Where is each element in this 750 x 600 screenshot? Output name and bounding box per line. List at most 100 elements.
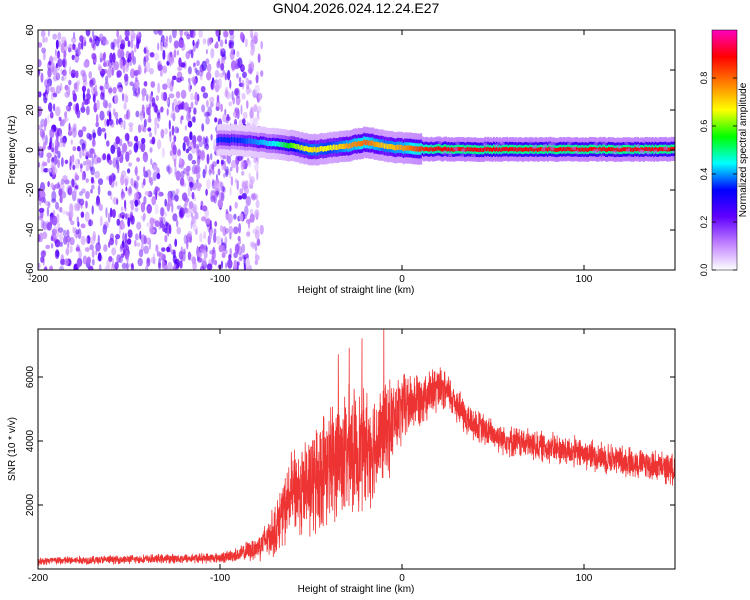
spectrogram-cell [224,236,228,247]
spectrogram-cell [88,71,92,79]
spectrogram-cell [116,198,119,205]
spectrogram-cell [148,132,153,138]
spectrogram-cell [139,110,144,117]
spectrogram-cell [280,141,283,147]
spectrogram-cell [51,61,55,70]
spectrogram-cell [235,87,241,99]
spectrogram-cell [156,172,161,180]
spectrogram-cell [360,141,363,147]
spectrogram-cell [101,127,106,133]
spectrogram-cell [609,147,612,152]
spectrogram-cell [53,229,60,239]
spectrogram-cell [229,166,233,172]
spectrogram-cell [95,113,99,125]
colorbar-ticks: 0.0 0.2 0.4 0.6 0.8 [699,72,737,276]
spectrogram-cell [117,163,120,174]
spectrogram-cell [57,58,63,68]
spectrogram-cell [104,39,109,46]
spectrogram-cell [112,209,115,217]
spectrogram-cell [234,178,238,184]
spectrogram-cell [59,83,63,91]
spectrogram-cell [96,99,100,111]
spectrogram-cell [207,106,213,117]
spectrogram-cell [507,147,510,152]
spectrogram-cell [100,92,104,100]
spectrogram-cell [442,147,444,152]
spectrogram-cell [78,198,85,206]
spectrogram-cell [90,84,94,94]
spectrogram-cell [91,52,97,60]
spectrogram-cell [43,266,48,270]
spectrogram-cell [159,216,163,222]
spectrogram-cell [193,62,196,67]
spectrogram-cell [209,249,215,255]
spectrogram-x-tick-label: -200 [28,274,48,285]
spectrogram-cell [96,157,102,164]
spectrogram-cell [485,147,488,152]
spectrogram-cell [194,164,200,174]
spectrogram-cell [223,137,226,143]
spectrogram-cell [188,77,191,84]
spectrogram-cell [54,239,61,248]
spectrogram-cell [466,147,469,151]
spectrogram-cell [191,164,197,175]
spectrogram-cell [427,147,430,152]
spectrogram-cell [404,145,407,151]
spectrogram-cell [75,70,79,79]
spectrogram-cell [123,93,128,104]
spectrogram-cell [182,141,186,152]
spectrogram-cell [205,188,208,196]
spectrogram-cell [98,264,102,270]
spectrogram-cell [592,147,594,152]
spectrogram-cell [506,146,509,151]
spectrogram-cell [112,86,117,94]
spectrogram-cell [201,205,208,212]
spectrogram-cell [230,47,235,55]
spectrogram-cell [44,122,46,132]
spectrogram-cell [615,147,618,152]
spectrogram-cell [147,127,152,132]
spectrogram-cell [501,147,504,152]
spectrogram-cell [224,249,228,255]
spectrogram-cell [208,169,212,176]
spectrogram-cell [69,184,73,196]
spectrogram-cell [91,258,95,266]
spectrogram-cell [125,186,128,192]
spectrogram-cell [62,70,67,81]
spectrogram-cell [133,44,137,53]
spectrogram-cell [43,168,49,173]
spectrogram-cell [255,139,258,145]
spectrogram-cell [600,147,603,152]
spectrogram-cell [446,147,449,152]
spectrogram-cell [154,125,157,136]
spectrogram-cell [47,168,52,173]
spectrogram-cell [659,147,661,151]
spectrogram-cell [174,165,177,176]
spectrogram-cell [149,147,153,153]
spectrogram-cell [362,140,364,146]
spectrogram-cell [200,205,203,211]
spectrogram-cell [162,223,166,232]
spectrogram-cell [151,196,157,206]
spectrogram-cell [490,147,493,152]
spectrogram-cell [49,141,52,149]
spectrogram-cell [146,107,151,116]
spectrogram-cell [109,207,113,218]
spectrogram-cell [74,56,80,61]
spectrogram-cell [209,96,215,103]
spectrogram-cell [570,147,573,152]
spectrogram-cell [183,167,187,175]
spectrogram-cell [120,206,124,212]
spectrogram-cell [395,145,398,151]
spectrogram-cell [69,210,74,218]
spectrogram-cell [359,141,361,147]
spectrogram-cell [116,218,121,226]
spectrogram-cell [130,215,135,225]
spectrogram-cell [279,141,281,147]
spectrogram-cell [213,180,219,191]
spectrogram-cell [186,239,189,250]
spectrogram-cell [281,142,284,148]
spectrogram-cell [193,107,197,115]
spectrogram-cell [260,40,264,50]
spectrogram-cell [173,171,177,177]
